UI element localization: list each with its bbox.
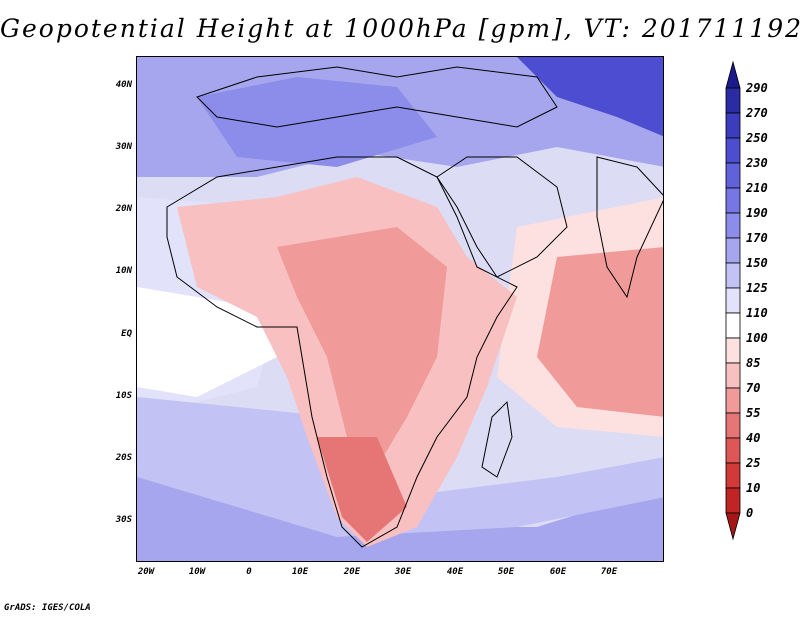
coastline-arabia	[436, 156, 568, 278]
colorbar-label-55: 55	[746, 406, 761, 420]
lat-label-eq: EQ	[121, 329, 132, 339]
lon-label-20e: 20E	[343, 567, 361, 577]
colorbar-label-150: 150	[746, 256, 768, 270]
colorbar-segment	[725, 362, 741, 389]
lat-label-30n: 30N	[115, 142, 132, 152]
field-arabian-sea-core	[537, 247, 663, 417]
lon-label-0: 0	[246, 567, 252, 577]
lon-label-20w: 20W	[137, 567, 155, 577]
colorbar-label-170: 170	[746, 231, 768, 245]
colorbar-bottom-arrow	[725, 512, 741, 541]
field-africa-core	[277, 227, 447, 467]
colorbar-label-85: 85	[746, 356, 761, 370]
field-africa-south	[317, 437, 407, 542]
lon-label-40e: 40E	[446, 567, 464, 577]
lon-label-60e: 60E	[549, 567, 567, 577]
lon-label-10e: 10E	[291, 567, 309, 577]
colorbar-segment	[725, 462, 741, 489]
lat-label-20n: 20N	[115, 204, 132, 214]
colorbar-segment	[725, 287, 741, 314]
colorbar-label-125: 125	[746, 281, 768, 295]
colorbar-label-230: 230	[746, 156, 768, 170]
lat-label-10n: 10N	[115, 266, 132, 276]
colorbar-label-190: 190	[746, 206, 768, 220]
colorbar-label-210: 210	[746, 181, 768, 195]
colorbar-label-290: 290	[746, 81, 768, 95]
colorbar-segment	[725, 212, 741, 239]
map-panel	[136, 56, 664, 562]
colorbar-segment	[725, 387, 741, 414]
coastline-madagascar	[481, 400, 513, 478]
lon-label-10w: 10W	[188, 567, 206, 577]
colorbar-segment	[725, 487, 741, 514]
coastline-africa	[166, 156, 518, 548]
colorbar-segment	[725, 112, 741, 139]
field-south-ocean-light	[137, 397, 663, 537]
colorbar-top-arrow	[725, 60, 741, 89]
colorbar-segment	[725, 437, 741, 464]
field-atlantic-white	[137, 287, 277, 397]
colorbar-label-10: 10	[746, 481, 761, 495]
colorbar-segment	[725, 87, 741, 114]
colorbar-segment	[725, 337, 741, 364]
colorbar-segment	[725, 237, 741, 264]
lat-label-40n: 40N	[115, 80, 132, 90]
colorbar-segment	[725, 137, 741, 164]
coastline-europe	[196, 66, 558, 128]
lon-label-30e: 30E	[394, 567, 412, 577]
lon-label-70e: 70E	[600, 567, 618, 577]
colorbar-segment	[725, 312, 741, 339]
field-top-right-dark	[517, 57, 663, 137]
colorbar-label-0: 0	[746, 506, 754, 520]
colorbar-label-40: 40	[746, 431, 761, 445]
chart-title: Geopotential Height at 1000hPa [gpm], VT…	[0, 14, 800, 43]
colorbar-segment	[725, 187, 741, 214]
lat-label-10s: 10S	[115, 391, 132, 401]
colorbar-label-100: 100	[746, 331, 768, 345]
colorbar-segment	[725, 162, 741, 189]
lat-label-30s: 30S	[115, 515, 132, 525]
grads-credit: GrADS: IGES/COLA	[4, 603, 91, 613]
lat-label-20s: 20S	[115, 453, 132, 463]
coastline-india	[596, 156, 663, 299]
colorbar-segment	[725, 412, 741, 439]
colorbar-label-70: 70	[746, 381, 761, 395]
colorbar-label-25: 25	[746, 456, 761, 470]
colorbar-label-270: 270	[746, 106, 768, 120]
lon-label-50e: 50E	[497, 567, 515, 577]
colorbar-segment	[725, 262, 741, 289]
map-canvas	[137, 57, 663, 561]
colorbar-label-250: 250	[746, 131, 768, 145]
colorbar-label-110: 110	[746, 306, 768, 320]
field-med-blue	[197, 77, 437, 167]
